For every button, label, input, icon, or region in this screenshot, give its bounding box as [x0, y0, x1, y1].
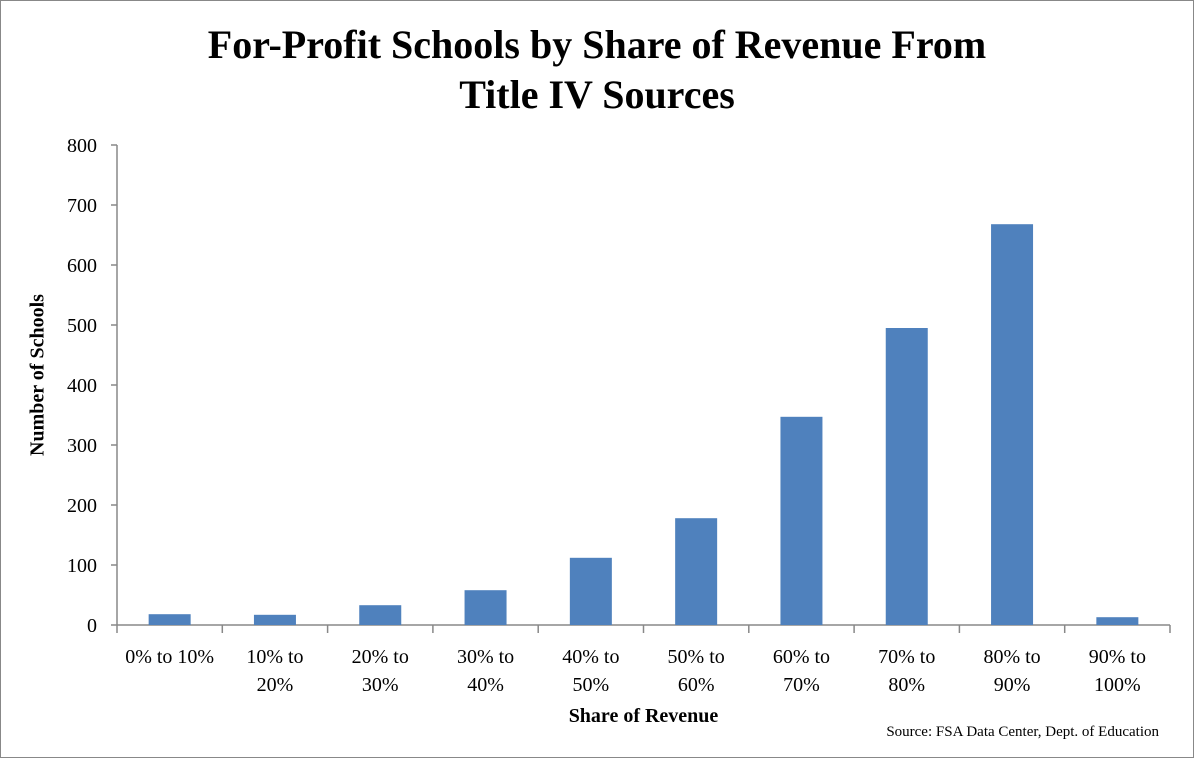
y-tick-label: 700 — [67, 195, 97, 217]
x-tick-label: 0% to 10% — [125, 646, 214, 668]
x-tick-label: 60% — [678, 674, 715, 696]
x-tick-label: 20% to — [352, 646, 409, 668]
chart-title: For-Profit Schools by Share of Revenue F… — [0, 20, 1194, 120]
x-tick-label: 50% — [573, 674, 610, 696]
x-tick-label: 90% to — [1089, 646, 1146, 668]
bar — [780, 416, 823, 625]
x-tick-label: 50% to — [668, 646, 725, 668]
y-tick-label: 500 — [67, 315, 97, 337]
bar — [253, 614, 296, 625]
x-tick-label: 30% to — [457, 646, 514, 668]
x-tick-label: 60% to — [773, 646, 830, 668]
x-tick-label: 90% — [994, 674, 1031, 696]
x-tick-label: 20% — [257, 674, 294, 696]
title-line-1: For-Profit Schools by Share of Revenue F… — [207, 22, 987, 67]
x-tick-label: 10% to — [246, 646, 303, 668]
source-note: Source: FSA Data Center, Dept. of Educat… — [886, 724, 1159, 740]
title-line-2: Title IV Sources — [459, 72, 735, 117]
bar — [991, 224, 1034, 625]
y-tick-label: 400 — [67, 375, 97, 397]
bar — [675, 518, 718, 625]
bar — [569, 557, 612, 625]
x-tick-label: 30% — [362, 674, 399, 696]
bar — [1096, 617, 1139, 625]
y-tick-label: 800 — [67, 135, 97, 157]
x-tick-label: 70% — [783, 674, 820, 696]
bar — [359, 605, 402, 625]
x-axis-label: Share of Revenue — [568, 705, 719, 727]
x-tick-label: 100% — [1094, 674, 1141, 696]
y-tick-label: 0 — [87, 615, 97, 637]
y-tick-label: 300 — [67, 435, 97, 457]
x-tick-label: 80% — [888, 674, 925, 696]
x-tick-label: 40% to — [562, 646, 619, 668]
y-tick-label: 600 — [67, 255, 97, 277]
y-axis-label: Number of Schools — [26, 294, 49, 456]
y-tick-label: 100 — [67, 555, 97, 577]
bar — [148, 614, 191, 625]
x-tick-label: 70% to — [878, 646, 935, 668]
x-tick-label: 40% — [467, 674, 504, 696]
y-tick-label: 200 — [67, 495, 97, 517]
bar — [885, 328, 928, 625]
bar — [464, 590, 507, 625]
x-tick-label: 80% to — [983, 646, 1040, 668]
